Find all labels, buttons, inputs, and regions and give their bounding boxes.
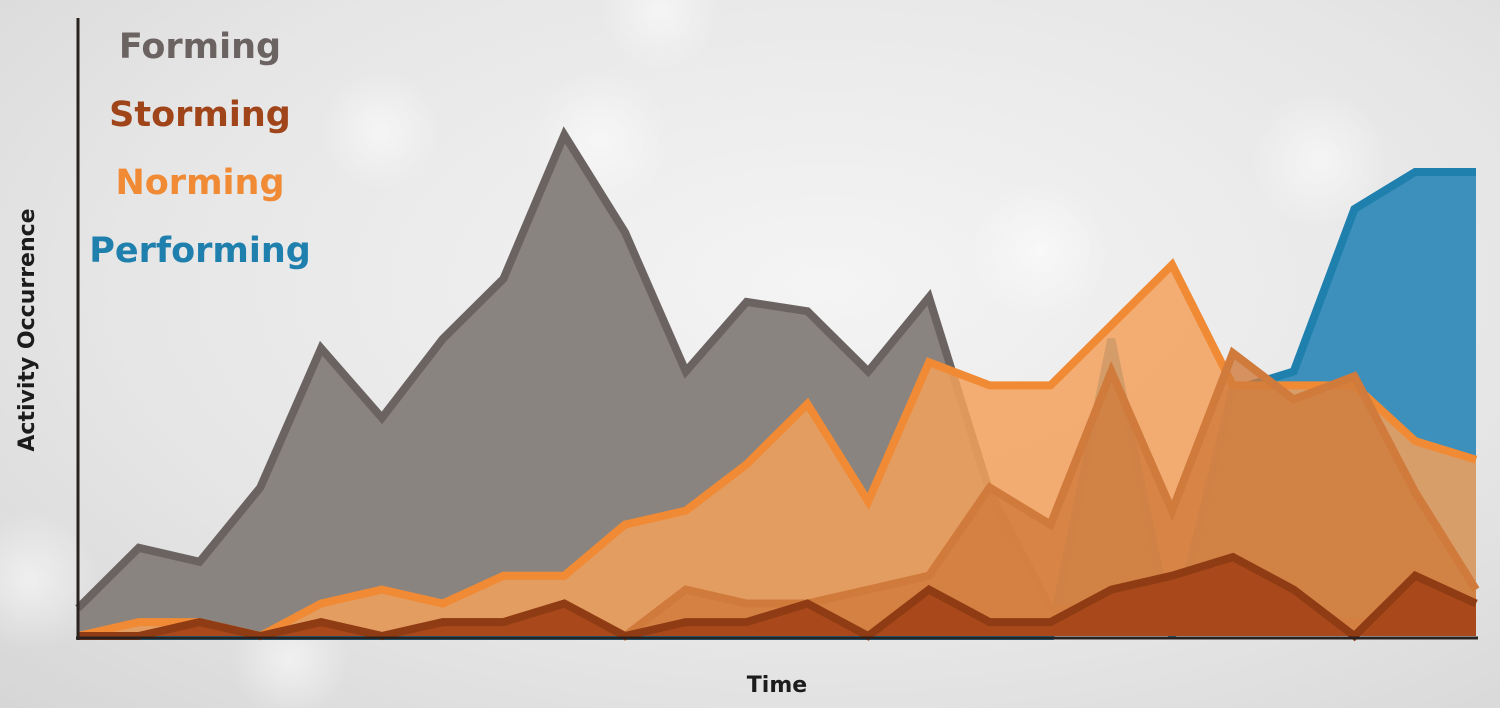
legend-item-norming: Norming — [115, 163, 284, 203]
series-area-forming — [78, 134, 1476, 636]
x-axis-title: Time — [747, 673, 807, 698]
y-axis-title: Activity Occurrence — [15, 208, 40, 451]
series-area-storming — [78, 557, 1476, 636]
legend-item-performing: Performing — [89, 231, 311, 271]
legend-item-forming: Forming — [119, 27, 281, 67]
series-area-storming-area — [78, 353, 1476, 636]
legend-item-storming: Storming — [109, 95, 291, 135]
plot-area — [75, 126, 1480, 642]
series-line-storming — [78, 552, 1478, 642]
legend: Forming Storming Norming Performing — [89, 27, 311, 271]
